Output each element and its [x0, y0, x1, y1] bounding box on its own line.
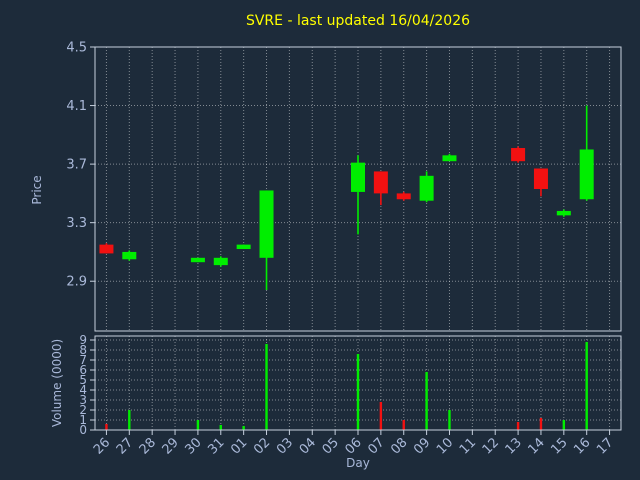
volume-bar-06 — [356, 354, 360, 430]
volume-tick-label: 4 — [79, 383, 87, 397]
candle-01 — [236, 244, 251, 250]
volume-tick-label: 8 — [79, 343, 87, 357]
candle-27 — [122, 250, 137, 261]
volume-tick-label: 1 — [79, 413, 87, 427]
candle-09 — [419, 171, 434, 203]
volume-bar-30 — [196, 420, 200, 430]
volume-bar-08 — [402, 420, 405, 430]
candle-02 — [259, 190, 274, 291]
volume-bar-09 — [425, 372, 428, 430]
candle-16 — [579, 105, 594, 201]
candle-14 — [533, 168, 548, 197]
volume-bar-10 — [448, 410, 451, 430]
candle-13 — [511, 146, 526, 163]
volume-bar-15 — [562, 420, 566, 430]
volume-tick-label: 2 — [79, 403, 87, 417]
price-tick-label: 4.5 — [66, 41, 87, 56]
candle-26 — [99, 243, 114, 254]
volume-bar-27 — [128, 410, 131, 430]
volume-bar-07 — [379, 402, 383, 430]
tick-marks — [90, 46, 611, 435]
volume-bar-26 — [105, 424, 108, 430]
volume-bar-01 — [242, 426, 245, 430]
volume-bar-16 — [585, 342, 588, 430]
volume-tick-label: 3 — [79, 393, 87, 407]
candle-10 — [442, 153, 457, 162]
price-tick-label: 3.7 — [66, 158, 87, 173]
volume-tick-label: 7 — [79, 353, 87, 367]
candle-07 — [373, 171, 388, 206]
volume-bar-14 — [539, 418, 543, 430]
price-plot-border — [94, 46, 622, 332]
volume-bar-13 — [516, 422, 520, 430]
candle-15 — [556, 209, 571, 217]
volume-tick-label: 5 — [79, 373, 87, 387]
volume-bar-02 — [265, 344, 268, 430]
volume-tick-label: 6 — [79, 363, 87, 377]
candle-08 — [396, 191, 411, 201]
candle-31 — [213, 256, 228, 267]
volume-bars — [105, 342, 588, 430]
candle-06 — [351, 155, 365, 235]
volume-bar-31 — [219, 425, 222, 430]
price-tick-label: 2.9 — [66, 275, 87, 290]
price-tick-label: 3.3 — [66, 216, 87, 231]
volume-tick-label: 9 — [79, 333, 87, 347]
candle-30 — [190, 257, 205, 263]
price-tick-label: 4.1 — [66, 99, 87, 114]
candles — [99, 105, 594, 291]
volume-tick-label: 0 — [79, 423, 87, 437]
